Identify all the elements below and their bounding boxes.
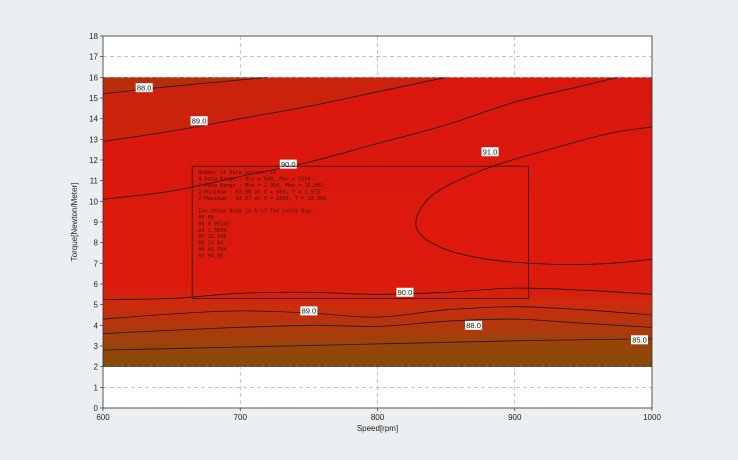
statistics-line: Y-Data Range : Min = 1.954, Max = 16.002 (198, 183, 323, 189)
statistics-line: 90 43.794 (198, 247, 226, 253)
x-tick-label: 700 (234, 413, 248, 422)
y-tick-label: 6 (94, 280, 99, 289)
y-tick-label: 12 (89, 156, 98, 165)
contour-label: 90.0 (398, 288, 413, 297)
y-tick-label: 15 (89, 94, 98, 103)
y-tick-label: 8 (94, 239, 99, 248)
statistics-line: Iso-Value Area in % of the total 0xy: (198, 209, 314, 215)
y-tick-label: 5 (94, 301, 99, 310)
x-axis-ticks: 600 700 800 900 1000 (96, 408, 661, 422)
statistics-line: 85 05 (198, 215, 214, 221)
contour-fill (103, 77, 652, 367)
statistics-line: 87 12.106 (198, 234, 226, 240)
contour-region-88-upper (103, 77, 268, 94)
y-tick-label: 1 (94, 383, 99, 392)
contour-label: 89.0 (192, 116, 207, 125)
y-tick-label: 18 (89, 32, 98, 41)
x-tick-label: 1000 (643, 413, 661, 422)
statistics-line: Z-Minimum : 83.98 at X = 600, Y = 1.972 (198, 189, 320, 195)
y-tick-label: 0 (94, 404, 99, 413)
contour-region-91 (415, 126, 652, 265)
contour-line-90 (103, 77, 618, 200)
contour-line-91 (415, 126, 652, 266)
y-tick-label: 13 (89, 135, 98, 144)
x-tick-label: 600 (96, 413, 110, 422)
contour-label: 85.0 (632, 336, 647, 345)
contour-line-89 (103, 77, 447, 142)
contour-label: 88.0 (137, 83, 152, 92)
y-tick-label: 7 (94, 259, 99, 268)
y-tick-label: 3 (94, 342, 99, 351)
statistics-line: 89 1.3634 (198, 228, 226, 234)
statistics-box: Number of Data points: 15X-Data Range : … (191, 165, 529, 299)
contour-label-box (396, 287, 414, 297)
y-tick-label: 17 (89, 53, 98, 62)
y-tick-label: 16 (89, 73, 98, 82)
y-tick-label: 2 (94, 363, 99, 372)
contour-line-85 (103, 338, 652, 351)
x-tick-label: 800 (371, 413, 385, 422)
contour-label: 89.0 (302, 307, 317, 316)
y-tick-label: 11 (90, 177, 99, 186)
statistics-line: Z-Maximum : 91.67 at X = 1000, Y = 10.36… (198, 196, 326, 202)
contour-label-box (279, 159, 297, 169)
contour-label-box (135, 83, 153, 93)
contour-region-89-upper (103, 77, 446, 142)
contour-label-box (300, 306, 318, 316)
x-axis-title: Speed[rpm] (357, 424, 398, 433)
y-tick-label: 4 (94, 321, 99, 330)
contour-label: 90.0 (281, 160, 296, 169)
y-axis-title: Torque[Newton/Meter] (70, 183, 79, 262)
statistics-box-border (191, 165, 529, 299)
contour-labels: 85.0 88.0 88.0 89.0 89.0 90.0 90.0 91.0 (135, 83, 648, 345)
y-tick-label: 9 (94, 218, 99, 227)
statistics-line: X-Data Range : Min = 600, Max = 1000 (198, 177, 310, 183)
contour-label-box (481, 147, 499, 157)
contour-line-88 (103, 318, 652, 334)
contour-label: 91.0 (483, 147, 498, 156)
contour-label: 88.0 (466, 321, 481, 330)
contour-line-88 (103, 77, 268, 95)
contour-label-box (465, 320, 483, 330)
statistics-line: 89 24.64 (198, 241, 223, 247)
contour-label-box (631, 335, 648, 345)
y-tick-label: 14 (89, 115, 98, 124)
contour-label-box (190, 116, 208, 126)
statistics-line: Number of Data points: 15 (198, 170, 276, 176)
statistics-line: 91 94.95 (198, 253, 223, 259)
contour-line-89 (103, 306, 652, 320)
x-tick-label: 900 (508, 413, 522, 422)
y-tick-label: 10 (89, 197, 98, 206)
statistics-line: 88 0.95245 (198, 221, 229, 227)
